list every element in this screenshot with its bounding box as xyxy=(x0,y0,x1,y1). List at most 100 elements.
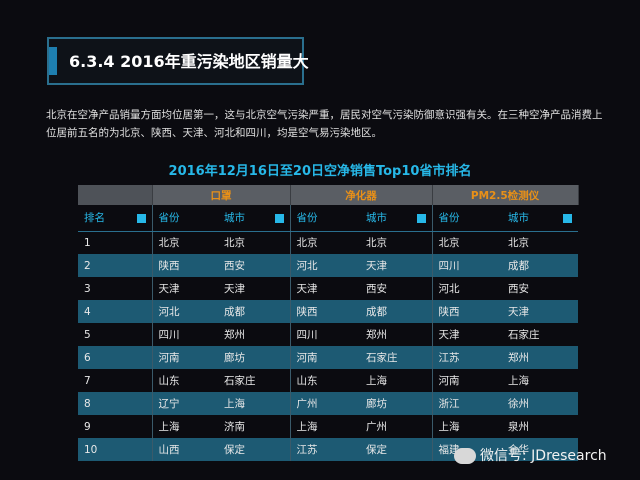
province-cell: 广州 xyxy=(290,392,360,415)
province-cell: 山东 xyxy=(158,375,180,387)
intro-paragraph: 北京在空净产品销量方面均位居第一，这与北京空气污染严重，居民对空气污染防御意识强… xyxy=(46,109,603,139)
header-province-label: 省份 xyxy=(296,212,318,225)
city-cell: 上海 xyxy=(218,392,291,415)
province-cell: 天津 xyxy=(438,329,460,341)
header-province: 省份 xyxy=(432,205,502,232)
province-cell: 北京 xyxy=(158,237,180,250)
city-cell: 郑州 xyxy=(360,323,433,346)
page-title: 6.3.4 2016年重污染地区销量大 xyxy=(69,52,309,71)
province-cell: 河北 xyxy=(290,254,360,277)
province-cell: 天津 xyxy=(296,283,318,295)
table-row: 5 四川 郑州 四川 郑州 天津 石家庄 xyxy=(78,323,578,346)
city-cell: 石家庄 xyxy=(218,369,291,392)
header-marker-icon xyxy=(136,214,146,223)
header-province: 省份 xyxy=(290,205,360,232)
city-cell: 保定 xyxy=(360,438,433,461)
group-pm25-detectors: PM2.5检测仪 xyxy=(432,185,579,205)
group-masks: 口罩 xyxy=(152,185,291,205)
wechat-watermark: 微信号: JDresearch xyxy=(454,445,607,465)
rank-cell: 4 xyxy=(78,300,153,323)
province-cell: 山西 xyxy=(152,438,218,461)
column-header-row: 排名 省份 城市 省份 城市 省份 城市 xyxy=(78,205,578,232)
header-city: 城市 xyxy=(360,205,433,232)
header-province: 省份 xyxy=(152,205,218,232)
rank-cell: 7 xyxy=(78,369,153,392)
table-row: 3 天津 天津 天津 西安 河北 西安 xyxy=(78,277,578,300)
watermark-text: 微信号: JDresearch xyxy=(480,448,607,464)
province-cell: 陕西 xyxy=(152,254,218,277)
city-cell: 保定 xyxy=(218,438,291,461)
ranking-table: 口罩 净化器 PM2.5检测仪 排名 省份 城市 省份 城市 省份 城市 1 北京… xyxy=(78,185,579,461)
rank-cell: 9 xyxy=(78,415,153,438)
wechat-icon xyxy=(454,448,476,464)
city-cell: 广州 xyxy=(360,415,433,438)
title-box: 6.3.4 2016年重污染地区销量大 xyxy=(47,37,309,85)
province-cell: 江苏 xyxy=(432,346,502,369)
city-cell: 泉州 xyxy=(508,421,529,433)
header-city: 城市 xyxy=(218,205,291,232)
city-cell: 成都 xyxy=(502,254,578,277)
title-accent-bar xyxy=(49,47,57,75)
city-cell: 徐州 xyxy=(502,392,578,415)
city-cell: 成都 xyxy=(218,300,291,323)
city-cell: 上海 xyxy=(360,369,433,392)
province-cell: 陕西 xyxy=(432,300,502,323)
province-cell: 江苏 xyxy=(290,438,360,461)
group-empty-cell xyxy=(78,185,153,205)
table-row: 9 上海 济南 上海 广州 上海 泉州 xyxy=(78,415,578,438)
city-cell: 廊坊 xyxy=(218,346,291,369)
province-cell: 河南 xyxy=(438,375,460,387)
province-cell: 河北 xyxy=(152,300,218,323)
header-marker-icon xyxy=(416,214,426,223)
province-cell: 山东 xyxy=(296,375,318,387)
city-cell: 石家庄 xyxy=(508,329,540,341)
city-cell: 天津 xyxy=(502,300,578,323)
rank-cell: 10 xyxy=(78,438,153,461)
province-cell: 四川 xyxy=(158,329,180,341)
province-cell: 浙江 xyxy=(432,392,502,415)
group-header-row: 口罩 净化器 PM2.5检测仪 xyxy=(78,185,579,205)
rank-cell: 6 xyxy=(78,346,153,369)
table-row: 6 河南 廊坊 河南 石家庄 江苏 郑州 xyxy=(78,346,578,369)
header-city-label: 城市 xyxy=(508,212,529,225)
city-cell: 上海 xyxy=(508,375,529,387)
province-cell: 辽宁 xyxy=(152,392,218,415)
city-cell: 天津 xyxy=(360,254,433,277)
rank-cell: 5 xyxy=(78,323,153,346)
province-cell: 上海 xyxy=(438,421,460,433)
header-city: 城市 xyxy=(502,205,578,232)
city-cell: 西安 xyxy=(218,254,291,277)
header-marker-icon xyxy=(274,214,284,223)
city-cell: 西安 xyxy=(508,283,529,295)
rank-cell: 1 xyxy=(78,231,153,254)
province-cell: 上海 xyxy=(158,421,180,433)
header-rank-label: 排名 xyxy=(84,212,105,225)
table-row: 4 河北 成都 陕西 成都 陕西 天津 xyxy=(78,300,578,323)
city-cell: 成都 xyxy=(360,300,433,323)
rank-cell: 3 xyxy=(78,277,153,300)
province-cell: 四川 xyxy=(296,329,318,341)
city-cell: 西安 xyxy=(360,277,433,300)
table-title: 2016年12月16日至20日空净销售Top10省市排名 xyxy=(168,164,472,179)
rank-cell: 8 xyxy=(78,392,153,415)
province-cell: 北京 xyxy=(438,237,460,250)
province-cell: 陕西 xyxy=(290,300,360,323)
city-cell: 金华 xyxy=(502,438,578,461)
city-cell: 济南 xyxy=(218,415,291,438)
table-row: 1 北京 北京 北京 北京 北京 北京 xyxy=(78,231,578,254)
table-row: 8 辽宁 上海 广州 廊坊 浙江 徐州 xyxy=(78,392,578,415)
province-cell: 天津 xyxy=(158,283,180,295)
province-cell: 河南 xyxy=(152,346,218,369)
header-marker-icon xyxy=(563,214,572,223)
province-cell: 四川 xyxy=(432,254,502,277)
group-purifiers: 净化器 xyxy=(290,185,433,205)
header-rank: 排名 xyxy=(78,205,153,232)
province-cell: 上海 xyxy=(296,421,318,433)
city-cell: 北京 xyxy=(218,231,291,254)
table-row: 7 山东 石家庄 山东 上海 河南 上海 xyxy=(78,369,578,392)
city-cell: 天津 xyxy=(218,277,291,300)
city-cell: 廊坊 xyxy=(360,392,433,415)
table-row: 2 陕西 西安 河北 天津 四川 成都 xyxy=(78,254,578,277)
header-province-label: 省份 xyxy=(438,212,460,225)
rank-cell: 2 xyxy=(78,254,153,277)
